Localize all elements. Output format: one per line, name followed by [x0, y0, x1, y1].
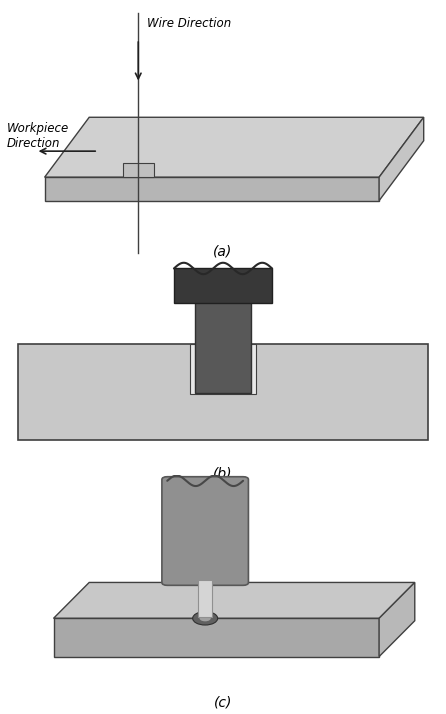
- Text: (c): (c): [214, 695, 232, 709]
- Circle shape: [193, 612, 218, 625]
- Polygon shape: [54, 618, 379, 657]
- Polygon shape: [54, 583, 415, 618]
- Text: (a): (a): [213, 244, 233, 258]
- Polygon shape: [45, 117, 424, 177]
- Text: Workpiece
Direction: Workpiece Direction: [7, 121, 69, 149]
- FancyBboxPatch shape: [195, 291, 251, 393]
- Polygon shape: [379, 117, 424, 201]
- FancyBboxPatch shape: [190, 344, 256, 394]
- Text: (b): (b): [213, 467, 233, 481]
- FancyBboxPatch shape: [162, 477, 248, 585]
- Polygon shape: [379, 583, 415, 657]
- Text: Wire Direction: Wire Direction: [147, 17, 231, 30]
- FancyBboxPatch shape: [18, 344, 428, 440]
- FancyBboxPatch shape: [198, 580, 212, 617]
- Circle shape: [199, 615, 211, 621]
- Polygon shape: [123, 163, 154, 177]
- FancyBboxPatch shape: [174, 268, 272, 303]
- Polygon shape: [45, 177, 379, 201]
